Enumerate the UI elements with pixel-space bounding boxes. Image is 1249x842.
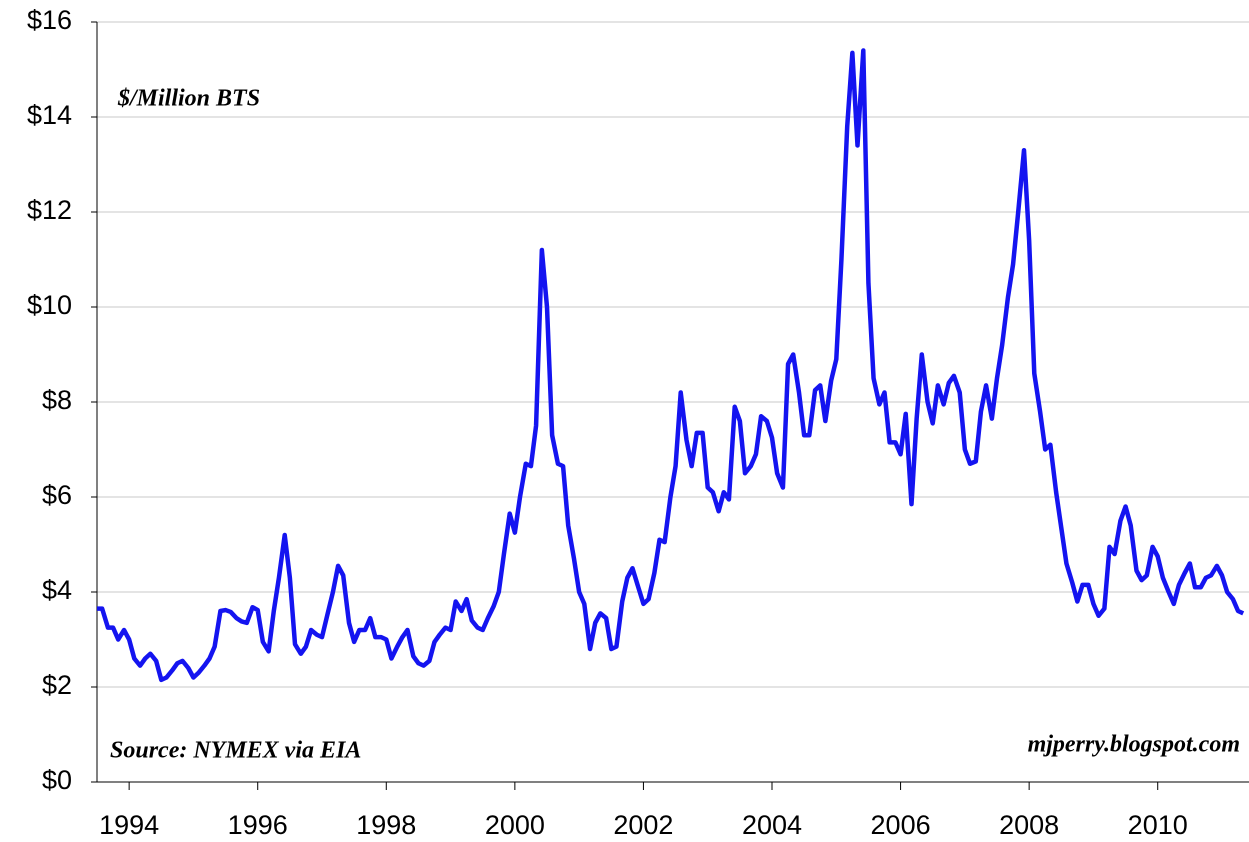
y-tick-label: $8 — [42, 385, 72, 415]
y-tick-label: $2 — [42, 670, 72, 700]
x-tick-label: 2002 — [613, 810, 673, 840]
x-tick-label: 1998 — [356, 810, 416, 840]
x-tick-label: 2006 — [871, 810, 931, 840]
x-tick-label: 1996 — [228, 810, 288, 840]
y-tick-label: $4 — [42, 575, 72, 605]
credit-annotation: mjperry.blogspot.com — [1028, 732, 1240, 758]
price-line — [97, 48, 1245, 683]
x-tick-label: 2010 — [1128, 810, 1188, 840]
source-annotation: Source: NYMEX via EIA — [110, 738, 361, 764]
y-tick-label: $14 — [27, 100, 72, 130]
y-tick-label: $10 — [27, 290, 72, 320]
x-tick-label: 2000 — [485, 810, 545, 840]
y-tick-label: $0 — [42, 765, 72, 795]
y-tick-label: $16 — [27, 5, 72, 35]
x-tick-label: 2004 — [742, 810, 802, 840]
unit-annotation: $/Million BTS — [117, 86, 260, 112]
x-tick-label: 2008 — [999, 810, 1059, 840]
y-tick-label: $12 — [27, 195, 72, 225]
y-tick-label: $6 — [42, 480, 72, 510]
x-tick-label: 1994 — [99, 810, 159, 840]
